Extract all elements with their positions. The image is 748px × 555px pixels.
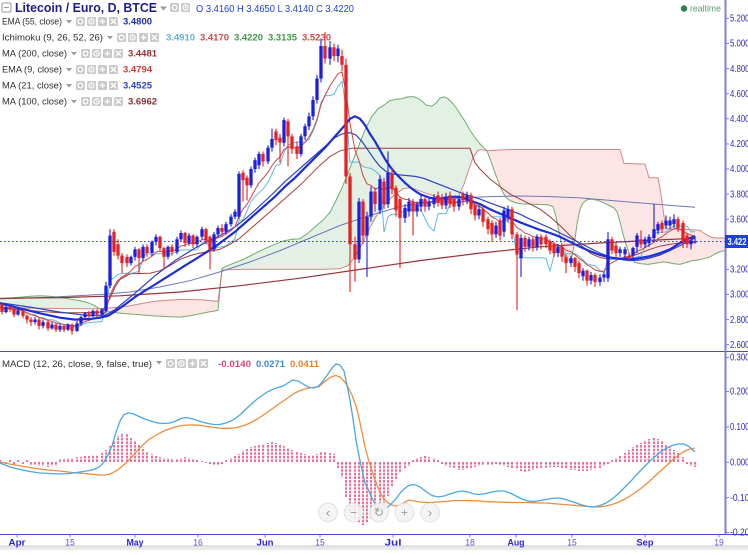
svg-text:realtime: realtime (690, 4, 721, 15)
svg-text:-0.20: -0.20 (730, 528, 748, 539)
svg-text:Aug: Aug (508, 538, 525, 549)
svg-text:2.600: 2.600 (730, 340, 748, 351)
svg-text:‹: ‹ (326, 505, 330, 520)
svg-text:3.000: 3.000 (730, 290, 748, 301)
svg-text:3.5230: 3.5230 (302, 33, 331, 43)
svg-text:3.200: 3.200 (730, 265, 748, 276)
svg-text:-0.10: -0.10 (730, 493, 748, 504)
svg-text:0.300: 0.300 (730, 353, 748, 364)
svg-text:4.800: 4.800 (730, 64, 748, 75)
svg-text:↻: ↻ (374, 506, 384, 520)
svg-text:3.600: 3.600 (730, 214, 748, 225)
svg-text:5.000: 5.000 (730, 39, 748, 50)
svg-text:3.4910: 3.4910 (166, 33, 195, 43)
svg-text:Apr: Apr (9, 538, 26, 549)
svg-text:May: May (127, 538, 145, 549)
svg-text:4.400: 4.400 (730, 114, 748, 125)
svg-text:4.600: 4.600 (730, 89, 748, 100)
svg-text:Sep: Sep (637, 538, 654, 549)
svg-text:O 3.4160 H 3.4650 L 3.4140 C 3: O 3.4160 H 3.4650 L 3.4140 C 3.4220 (196, 4, 354, 15)
svg-text:15: 15 (65, 538, 75, 549)
svg-text:4.200: 4.200 (730, 139, 748, 150)
svg-text:0.100: 0.100 (730, 422, 748, 433)
svg-text:4.000: 4.000 (730, 164, 748, 175)
svg-text:MA (200, close): MA (200, close) (2, 49, 67, 59)
svg-text:EMA (55, close): EMA (55, close) (2, 17, 62, 27)
svg-text:16: 16 (193, 538, 203, 549)
svg-text:3.4800: 3.4800 (123, 17, 152, 27)
svg-text:EMA (9, close): EMA (9, close) (2, 65, 62, 75)
svg-text:0.0271: 0.0271 (256, 359, 285, 369)
svg-text:18: 18 (465, 538, 475, 549)
svg-text:0.200: 0.200 (730, 387, 748, 398)
svg-text:0.0411: 0.0411 (290, 359, 319, 369)
svg-text:+: + (401, 506, 408, 520)
svg-text:0.000: 0.000 (730, 458, 748, 469)
svg-text:3.6962: 3.6962 (128, 97, 157, 107)
svg-text:Jun: Jun (257, 538, 274, 549)
svg-text:15: 15 (567, 538, 577, 549)
svg-text:MA (21, close): MA (21, close) (2, 81, 62, 91)
svg-text:−: − (350, 506, 357, 520)
svg-text:3.800: 3.800 (730, 189, 748, 200)
svg-text:3.4220: 3.4220 (234, 33, 263, 43)
svg-text:3.3135: 3.3135 (268, 33, 297, 43)
svg-text:Litecoin / Euro, D, BTCE: Litecoin / Euro, D, BTCE (15, 1, 157, 15)
svg-text:3.422: 3.422 (728, 237, 747, 248)
svg-text:5.200: 5.200 (730, 14, 748, 25)
svg-text:3.4525: 3.4525 (123, 81, 152, 91)
svg-text:MA (100, close): MA (100, close) (2, 97, 67, 107)
svg-text:3.4794: 3.4794 (123, 65, 152, 75)
svg-text:19: 19 (714, 538, 724, 549)
svg-text:MACD (12, 26, close, 9, false,: MACD (12, 26, close, 9, false, true) (2, 359, 152, 369)
svg-text:3.4481: 3.4481 (128, 49, 157, 59)
svg-text:Ichimoku (9, 26, 52, 26): Ichimoku (9, 26, 52, 26) (2, 33, 103, 43)
svg-text:3.4170: 3.4170 (200, 33, 229, 43)
svg-text:›: › (428, 505, 432, 520)
svg-text:15: 15 (315, 538, 325, 549)
svg-text:2.800: 2.800 (730, 315, 748, 326)
svg-text:-0.0140: -0.0140 (218, 359, 251, 369)
svg-text:Jul: Jul (385, 538, 402, 549)
